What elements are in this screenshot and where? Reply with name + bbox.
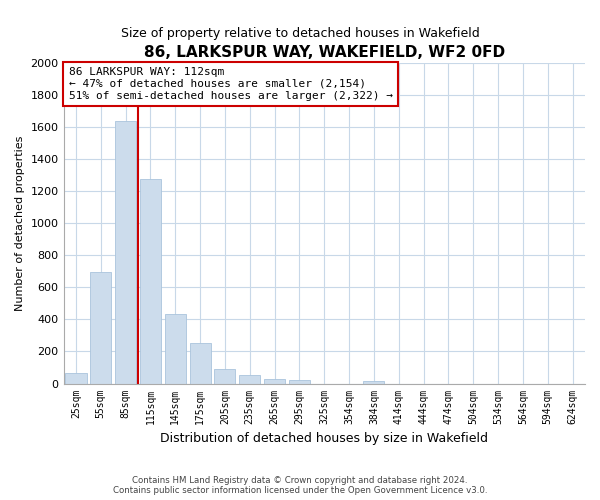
Bar (239, 375, 260, 384)
Bar (190, 343, 211, 384)
Text: Contains HM Land Registry data © Crown copyright and database right 2024.
Contai: Contains HM Land Registry data © Crown c… (113, 476, 487, 495)
Text: 86 LARKSPUR WAY: 112sqm
← 47% of detached houses are smaller (2,154)
51% of semi: 86 LARKSPUR WAY: 112sqm ← 47% of detache… (69, 68, 393, 100)
Bar (264, 378, 285, 384)
Bar (289, 380, 310, 384)
Bar (165, 314, 186, 384)
Text: Size of property relative to detached houses in Wakefield: Size of property relative to detached ho… (121, 28, 479, 40)
Bar (140, 179, 161, 384)
X-axis label: Distribution of detached houses by size in Wakefield: Distribution of detached houses by size … (160, 432, 488, 445)
Title: 86, LARKSPUR WAY, WAKEFIELD, WF2 0FD: 86, LARKSPUR WAY, WAKEFIELD, WF2 0FD (144, 45, 505, 60)
Bar (115, 121, 136, 384)
Bar (90, 272, 112, 384)
Bar (65, 373, 86, 384)
Bar (364, 381, 385, 384)
Y-axis label: Number of detached properties: Number of detached properties (15, 136, 25, 310)
Bar (214, 369, 235, 384)
